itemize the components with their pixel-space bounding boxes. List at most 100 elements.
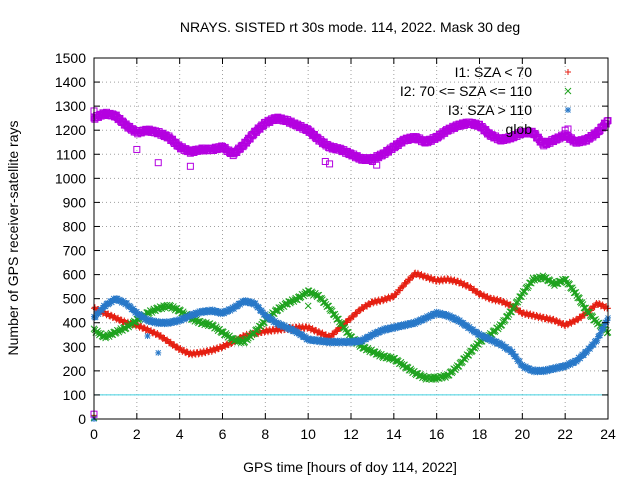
data-point [321,157,329,165]
data-point [509,348,516,355]
data-point [356,307,363,314]
data-point [116,326,124,334]
x-tick-label: 2 [133,426,141,442]
data-point [514,298,522,306]
data-point [349,340,356,347]
data-point [567,362,574,369]
data-point [137,311,144,318]
data-point [216,309,223,316]
data-point [539,367,546,374]
data-point [155,349,162,356]
data-point [409,273,416,280]
data-point [364,333,371,340]
data-point [256,304,263,311]
data-point [318,336,325,343]
data-point [188,313,195,320]
data-point [499,341,506,348]
data-point [513,353,520,360]
data-point [227,307,234,314]
data-point [180,314,187,321]
data-point [450,314,457,321]
data-point [108,299,115,306]
y-tick-label: 100 [63,387,87,403]
data-point [547,367,554,374]
data-point [205,308,212,315]
legend-label: glob [506,121,533,137]
data-point [399,284,406,291]
data-point [437,309,444,316]
data-point [233,336,241,344]
data-point [203,307,210,314]
data-point [460,319,467,326]
data-point [604,317,611,324]
data-point [564,87,572,95]
y-tick-label: 600 [63,267,87,283]
legend-label: I3: SZA > 110 [448,102,532,118]
data-point [415,319,422,326]
data-point [149,319,156,326]
data-point [452,316,459,323]
data-point [429,313,436,320]
x-tick-label: 8 [261,426,269,442]
data-point [534,369,541,376]
data-point [333,328,340,335]
data-point [368,157,376,165]
data-point [456,317,463,324]
data-point [473,329,480,336]
data-point [526,365,533,372]
y-tick-label: 1300 [55,98,86,114]
x-tick-label: 0 [90,426,98,442]
data-point [281,322,288,329]
data-point [544,368,551,375]
data-point [140,312,147,319]
data-point [92,314,99,321]
data-point [516,358,523,365]
data-point [258,307,265,314]
data-point [328,337,335,344]
x-tick-label: 18 [472,426,488,442]
y-axis-label: Number of GPS receiver-satellite rays [5,121,21,356]
data-point [564,322,571,329]
data-point [389,294,396,301]
data-point [209,306,216,313]
chart-title: NRAYS. SISTED rt 30s mode. 114, 2022. Ma… [180,19,520,35]
data-point [305,335,312,342]
data-point [198,310,205,317]
data-point [186,162,194,170]
y-tick-label: 800 [63,218,87,234]
data-point [425,315,432,322]
data-point [402,323,409,330]
data-point [574,317,581,324]
data-point [600,325,607,332]
y-tick-label: 700 [63,243,87,259]
x-tick-label: 16 [429,426,445,442]
data-point [252,300,259,307]
data-point [430,310,437,317]
y-tick-label: 1400 [55,74,86,90]
data-point [466,323,473,330]
data-point [406,322,413,329]
data-point [154,159,162,167]
data-point [406,277,413,284]
data-point [215,309,222,316]
data-point [532,366,539,373]
data-point [173,343,180,350]
data-point [495,341,502,348]
data-point [124,300,131,307]
data-point [144,332,151,339]
y-tick-label: 200 [63,363,87,379]
data-point [347,316,354,323]
data-point [323,339,330,346]
data-point [170,317,177,324]
data-point [242,297,249,304]
data-point [365,346,373,354]
data-point [557,365,564,372]
data-point [363,336,370,343]
data-point [397,287,404,294]
data-point [382,327,389,334]
data-point [178,317,185,324]
data-point [143,315,150,322]
data-point [554,366,561,373]
legend: I1: SZA < 70 I2: 70 <= SZA <= 110 I3: SZA … [400,64,572,137]
